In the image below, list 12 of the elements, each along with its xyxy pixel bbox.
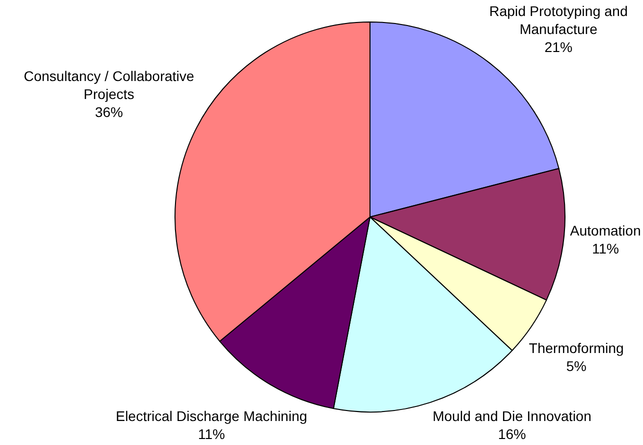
data-label: 11% — [592, 240, 619, 256]
slice-label: Mould and Die Innovation — [432, 408, 592, 424]
data-label: 21% — [544, 39, 572, 55]
slice-label: Consultancy / Collaborative Projects — [24, 68, 194, 102]
data-label: 36% — [94, 104, 123, 120]
data-label: 16% — [498, 426, 526, 442]
slice-label: Automation — [570, 222, 641, 238]
data-label: 5% — [566, 358, 586, 374]
slice-label: Thermoforming — [528, 340, 624, 356]
slice-label: Electrical Discharge Machining — [116, 408, 308, 424]
data-label: 11% — [198, 426, 225, 442]
slice-label: Rapid Prototyping and Manufacture — [489, 3, 628, 37]
